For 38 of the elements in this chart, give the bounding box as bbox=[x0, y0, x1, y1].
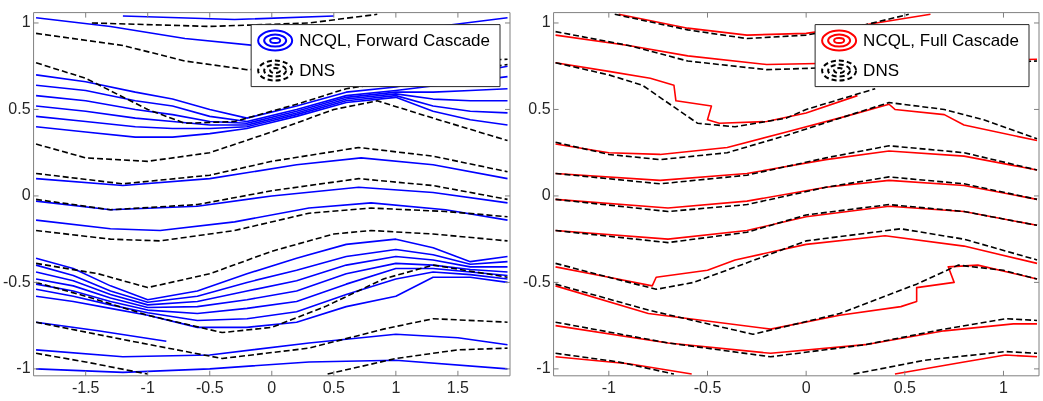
y-tick-label: 1 bbox=[541, 13, 551, 31]
legend-label: DNS bbox=[863, 61, 900, 81]
line-series bbox=[554, 144, 1038, 185]
y-tick-label: -1 bbox=[16, 359, 31, 377]
line-series bbox=[35, 146, 509, 185]
line-series bbox=[35, 207, 509, 242]
line-series bbox=[35, 264, 509, 334]
x-tick-label: -1.5 bbox=[71, 378, 100, 396]
line-series bbox=[35, 100, 509, 163]
x-tick-label: 1 bbox=[391, 378, 401, 396]
x-tick-label: -0.5 bbox=[195, 378, 224, 396]
y-tick-label: -0.5 bbox=[522, 272, 551, 290]
y-tick-label: 0.5 bbox=[8, 99, 31, 117]
x-tick-label: 0.5 bbox=[322, 378, 346, 396]
x-tick-label: -1 bbox=[601, 378, 617, 396]
x-tick-label: 1 bbox=[999, 378, 1009, 396]
x-tick-label: 0.5 bbox=[893, 378, 917, 396]
x-tick-label: -1 bbox=[140, 378, 155, 396]
line-series bbox=[35, 177, 509, 211]
x-tick-label: 1.5 bbox=[446, 378, 470, 396]
x-tick-label: 0 bbox=[801, 378, 811, 396]
line-series bbox=[35, 317, 509, 360]
line-series bbox=[852, 350, 1038, 375]
x-tick-label: 0 bbox=[267, 378, 277, 396]
line-series bbox=[326, 347, 509, 375]
y-tick-label: -1 bbox=[536, 359, 551, 377]
line-series bbox=[554, 317, 1038, 358]
y-tick-label: -0.5 bbox=[2, 272, 31, 290]
line-series bbox=[554, 227, 1038, 291]
legend-label: NCQL, Full Cascade bbox=[863, 31, 1019, 51]
legend-label: NCQL, Forward Cascade bbox=[299, 31, 490, 51]
legend-label: DNS bbox=[299, 61, 336, 81]
line-series bbox=[35, 229, 509, 289]
y-tick-label: 0 bbox=[21, 186, 31, 204]
y-tick-label: 1 bbox=[21, 13, 31, 31]
y-tick-label: 0 bbox=[541, 186, 551, 204]
y-tick-label: 0.5 bbox=[528, 99, 551, 117]
x-tick-label: -0.5 bbox=[693, 378, 722, 396]
